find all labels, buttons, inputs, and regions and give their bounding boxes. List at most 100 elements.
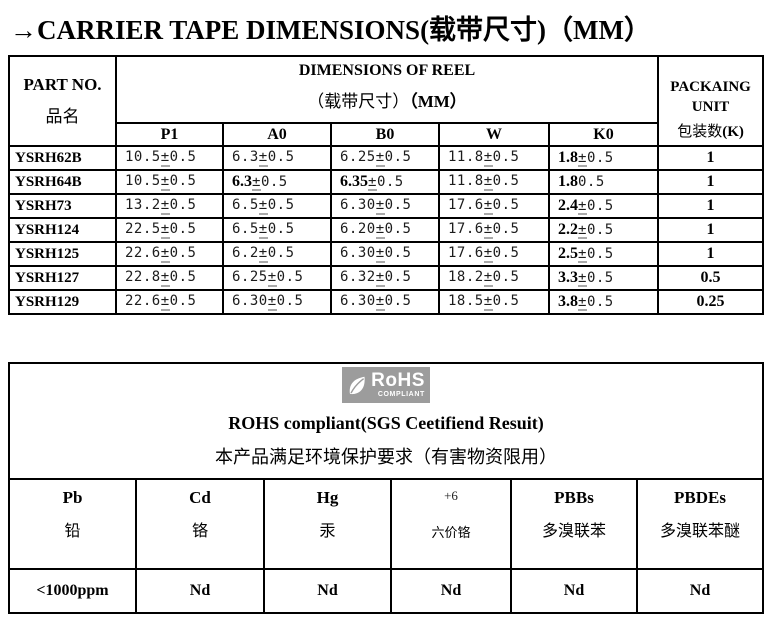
dimension-cell: 6.20±0.5 xyxy=(330,217,440,243)
packaging-unit-cell: 1 xyxy=(657,193,765,219)
dimension-bold-value: 3.3 xyxy=(558,268,578,286)
plus-minus-sign: ± xyxy=(578,197,587,216)
dimension-cell: 3.3±0.5 xyxy=(547,265,660,291)
column-header-a0: A0 xyxy=(222,122,332,147)
packaging-unit-cell: 0.25 xyxy=(657,289,765,315)
substance-value-cell: Nd xyxy=(263,568,392,614)
dimension-cell: 11.8±0.5 xyxy=(438,145,550,171)
reel-header: DIMENSIONS OF REEL xyxy=(298,62,476,79)
dimension-bold-value: 6.3 xyxy=(232,172,252,190)
dimension-cell: 6.5±0.5 xyxy=(222,193,332,219)
plus-minus-sign: ± xyxy=(252,173,261,192)
packaging-header-line1: PACKAING xyxy=(670,79,751,95)
dimension-cell: 6.30±0.5 xyxy=(222,289,332,315)
packaging-unit-cell: 1 xyxy=(657,241,765,267)
plus-minus-sign: ± xyxy=(267,269,277,287)
dimension-cell: 17.6±0.5 xyxy=(438,241,550,267)
dimension-cell: 6.35±0.5 xyxy=(330,169,440,195)
dimension-cell: 6.5±0.5 xyxy=(222,217,332,243)
dimension-column-header-row: P1 A0 B0 W K0 xyxy=(9,122,763,147)
substance-header-hg: Hg 汞 xyxy=(263,478,392,570)
plus-minus-sign: ± xyxy=(483,293,493,311)
table-row: YSRH127 22.8±0.5 6.25±0.5 6.32±0.5 18.2±0.5 3… xyxy=(8,265,765,291)
rohs-table: RoHS COMPLIANT ROHS compliant(SGS Ceetif… xyxy=(7,362,765,614)
dimension-cell: 22.5±0.5 xyxy=(115,217,224,243)
page-title: →CARRIER TAPE DIMENSIONS(载带尺寸)（MM） xyxy=(10,15,652,45)
dimension-cell: 3.8±0.5 xyxy=(547,289,660,315)
substance-value-cell: Nd xyxy=(390,568,512,614)
dimension-cell: 11.8±0.5 xyxy=(438,169,550,195)
dimension-cell: 6.25±0.5 xyxy=(222,265,332,291)
substance-header-pb: Pb 铅 xyxy=(8,478,137,570)
plus-minus-sign: ± xyxy=(578,245,587,264)
dimensions-header-row-1: PART NO. 品名 DIMENSIONS OF REEL （载带尺寸）（MM… xyxy=(8,55,765,147)
plus-minus-sign: ± xyxy=(258,149,268,167)
reel-header-cn-text: （载带尺寸） xyxy=(307,92,410,111)
plus-minus-sign: ± xyxy=(483,173,493,191)
dimension-cell: 17.6±0.5 xyxy=(438,193,550,219)
dimension-bold-value: 6.35 xyxy=(340,172,368,190)
substance-header-pbdes: PBDEs 多溴联苯醚 xyxy=(635,478,765,570)
table-row: YSRH124 22.5±0.5 6.5±0.5 6.20±0.5 17.6±0.5 2.… xyxy=(8,217,765,243)
packaging-header-cn-suffix: (K) xyxy=(722,124,744,140)
substance-symbol: +6 xyxy=(444,488,458,503)
part-no-header-cn: 品名 xyxy=(45,107,80,126)
substance-symbol: Hg xyxy=(316,488,339,507)
plus-minus-sign: ± xyxy=(267,293,277,311)
dimension-bold-value: 1.8 xyxy=(558,148,578,166)
rohs-compliant-logo: RoHS COMPLIANT xyxy=(342,367,431,403)
rohs-compliant-statement: ROHS compliant(SGS Ceetifiend Resuit) xyxy=(228,413,544,433)
packaging-unit-cell: 1 xyxy=(657,145,765,171)
substance-value-cell: Nd xyxy=(635,568,765,614)
part-no-cell: YSRH125 xyxy=(8,241,117,267)
plus-minus-sign: ± xyxy=(160,269,170,287)
substance-header-6: +6 六价铬 xyxy=(390,478,512,570)
substance-name-cn: 汞 xyxy=(319,523,336,540)
dimension-cell: 6.30±0.5 xyxy=(330,241,440,267)
leaf-icon xyxy=(349,376,365,394)
dimension-cell: 22.6±0.5 xyxy=(115,289,224,315)
dimension-cell: 22.6±0.5 xyxy=(115,241,224,267)
packaging-unit-cell: 0.5 xyxy=(657,265,765,291)
substance-name-cn: 六价铬 xyxy=(431,525,471,540)
plus-minus-sign: ± xyxy=(375,245,385,263)
plus-minus-sign: ± xyxy=(258,245,268,263)
dimension-cell: 10.5±0.5 xyxy=(115,169,224,195)
substance-symbol: PBBs xyxy=(554,488,594,507)
plus-minus-sign: ± xyxy=(578,221,587,240)
plus-minus-sign: ± xyxy=(258,197,268,215)
table-row: YSRH64B 10.5±0.5 6.3±0.5 6.35±0.5 11.8±0.5 1.… xyxy=(8,169,765,195)
plus-minus-sign: ± xyxy=(375,221,385,239)
plus-minus-sign: ± xyxy=(160,293,170,311)
substance-value-cell: Nd xyxy=(510,568,638,614)
dimension-cell: 18.5±0.5 xyxy=(438,289,550,315)
dimension-bold-value: 1.8 xyxy=(558,173,578,190)
table-row: YSRH129 22.6±0.5 6.30±0.5 6.30±0.5 18.5±0.5 3… xyxy=(8,289,765,315)
table-row: YSRH125 22.6±0.5 6.2±0.5 6.30±0.5 17.6±0.5 2.… xyxy=(8,241,765,267)
dimension-rows: YSRH62B 10.5±0.5 6.3±0.5 6.25±0.5 11.8±0.5 1.… xyxy=(8,145,765,315)
rohs-banner-cell: RoHS COMPLIANT ROHS compliant(SGS Ceetif… xyxy=(7,362,765,480)
plus-minus-sign: ± xyxy=(375,197,385,215)
dimension-cell: 6.2±0.5 xyxy=(222,241,332,267)
substance-name-cn: 铬 xyxy=(191,523,208,540)
dimension-cell: 18.2±0.5 xyxy=(438,265,550,291)
column-header-k0: K0 xyxy=(547,122,660,147)
plus-minus-sign: ± xyxy=(160,197,170,215)
dimension-bold-value: 2.5 xyxy=(558,244,578,262)
substance-value-cell: Nd xyxy=(135,568,265,614)
part-no-cell: YSRH124 xyxy=(8,217,117,243)
dimension-cell: 6.3±0.5 xyxy=(222,145,332,171)
plus-minus-sign: ± xyxy=(483,245,493,263)
dimension-cell: 10.5±0.5 xyxy=(115,145,224,171)
dimensions-table: PART NO. 品名 DIMENSIONS OF REEL （载带尺寸）（MM… xyxy=(8,55,765,315)
plus-minus-sign: ± xyxy=(258,221,268,239)
substance-value-row: <1000ppm Nd Nd Nd Nd Nd xyxy=(8,568,765,614)
part-no-header-cell: PART NO. 品名 xyxy=(8,55,117,147)
plus-minus-sign: ± xyxy=(368,173,377,192)
plus-minus-sign: ± xyxy=(160,221,170,239)
plus-minus-sign: ± xyxy=(578,293,587,312)
substance-symbol: Cd xyxy=(189,488,211,507)
dimension-bold-value: 2.2 xyxy=(558,220,578,238)
rohs-logo-sub: COMPLIANT xyxy=(377,391,425,399)
part-no-cell: YSRH73 xyxy=(8,193,117,219)
